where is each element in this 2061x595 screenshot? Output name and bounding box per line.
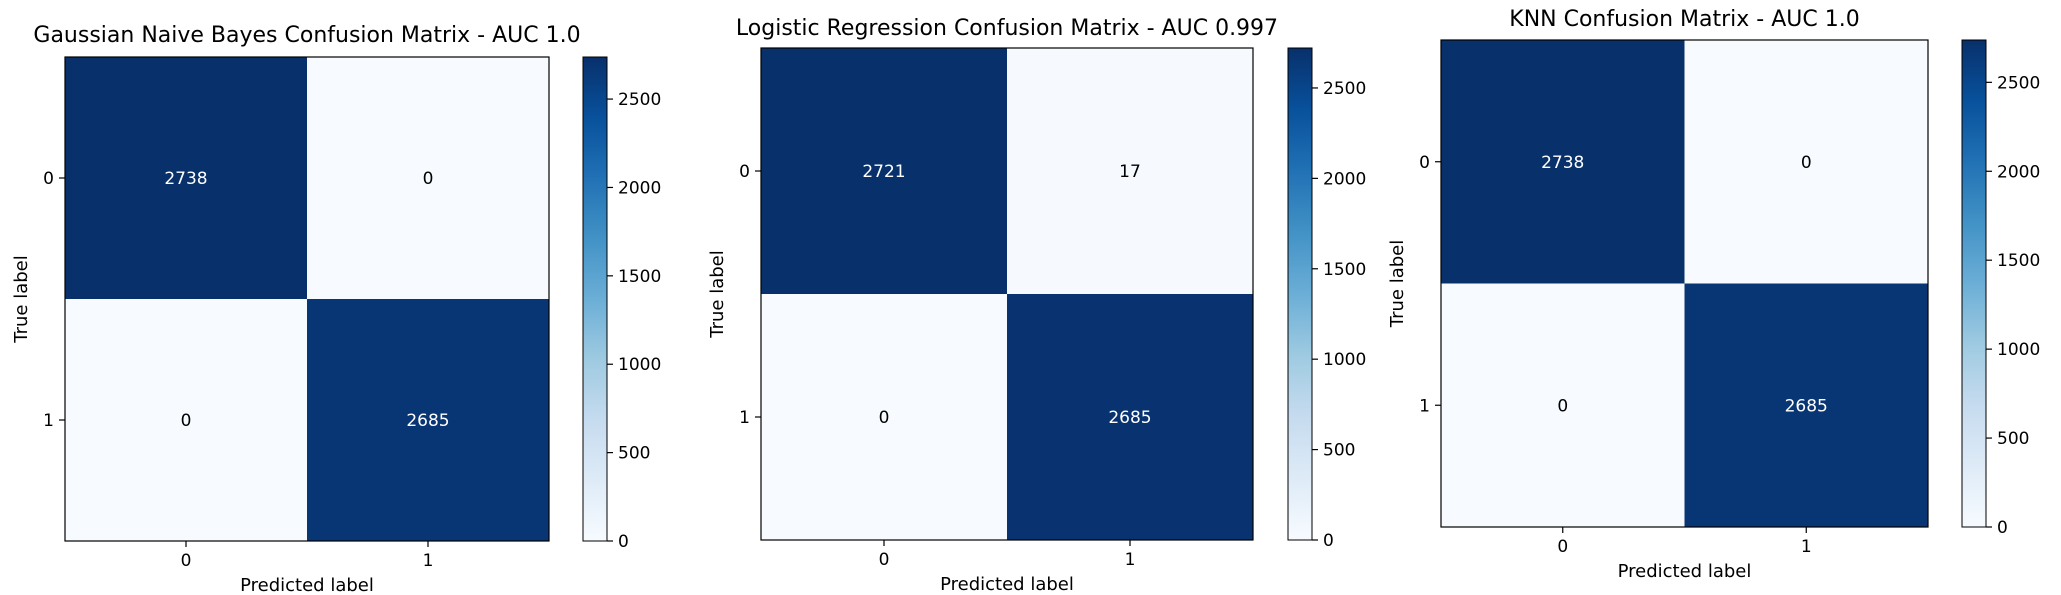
confusion-matrix-panel-1: Gaussian Naive Bayes Confusion Matrix - … xyxy=(11,23,661,595)
x-axis-label: Predicted label xyxy=(940,574,1074,595)
y-axis-label: True label xyxy=(707,250,728,339)
y-axis-label: True label xyxy=(1387,240,1408,329)
colorbar-tick-label: 2500 xyxy=(618,90,661,110)
colorbar-tick-label: 2500 xyxy=(1323,79,1366,99)
y-tick-label: 1 xyxy=(739,408,750,428)
colorbar-tick-label: 1500 xyxy=(1323,260,1366,280)
colorbar xyxy=(582,56,608,542)
colorbar-tick-label: 0 xyxy=(1997,518,2008,538)
colorbar-tick-label: 1500 xyxy=(1997,251,2040,271)
colorbar-tick-label: 500 xyxy=(1997,429,2029,449)
colorbar-tick-label: 2000 xyxy=(1997,162,2040,182)
x-tick-label: 0 xyxy=(879,550,890,570)
confusion-matrix-panel-2: Logistic Regression Confusion Matrix - A… xyxy=(707,16,1366,595)
colorbar-tick-label: 1500 xyxy=(618,267,661,287)
y-tick-label: 1 xyxy=(1419,396,1430,416)
colorbar-tick-label: 0 xyxy=(1323,531,1334,551)
matrix-cell-0-0 xyxy=(761,48,1007,294)
cell-value-label: 0 xyxy=(1557,396,1568,416)
cell-value-label: 2685 xyxy=(1785,396,1828,416)
cell-value-label: 2685 xyxy=(1108,408,1151,428)
colorbar-tick-label: 1000 xyxy=(1997,340,2040,360)
cell-value-label: 2738 xyxy=(1541,153,1584,173)
colorbar xyxy=(1961,39,1987,528)
colorbar-tick-label: 2000 xyxy=(618,178,661,198)
matrix-cell-1-0 xyxy=(1441,283,1685,527)
cell-value-label: 0 xyxy=(181,411,192,431)
plot-frame xyxy=(64,56,550,542)
confusion-matrix-panel-3: KNN Confusion Matrix - AUC 1.0 2738 0 0 2685… xyxy=(1387,7,2040,582)
matrix-cell-1-1 xyxy=(307,299,549,541)
colorbar-tick-label: 1000 xyxy=(618,355,661,375)
chart-title: KNN Confusion Matrix - AUC 1.0 xyxy=(1509,7,1859,32)
x-tick-label: 1 xyxy=(1125,550,1136,570)
x-tick-label: 1 xyxy=(1801,537,1812,557)
plot-frame xyxy=(760,47,1254,541)
cell-value-label: 0 xyxy=(879,408,890,428)
matrix-cell-1-0 xyxy=(65,299,307,541)
cell-value-label: 2738 xyxy=(164,169,207,189)
y-axis-label: True label xyxy=(11,255,32,344)
cell-value-label: 17 xyxy=(1119,162,1141,182)
matrix-cell-1-1 xyxy=(1684,283,1928,527)
y-tick-label: 0 xyxy=(1419,153,1430,173)
y-tick-label: 0 xyxy=(739,162,750,182)
colorbar-tick-label: 2500 xyxy=(1997,73,2040,93)
colorbar-tick-label: 500 xyxy=(618,444,650,464)
matrix-cell-0-1 xyxy=(1684,40,1928,284)
colorbar-tick-label: 1000 xyxy=(1323,350,1366,370)
x-tick-label: 0 xyxy=(1557,537,1568,557)
cell-value-label: 2721 xyxy=(862,162,905,182)
y-tick-label: 0 xyxy=(43,169,54,189)
cell-value-label: 0 xyxy=(423,169,434,189)
colorbar-tick-label: 2000 xyxy=(1323,169,1366,189)
y-tick-label: 1 xyxy=(43,411,54,431)
matrix-cell-0-0 xyxy=(1441,40,1685,284)
colorbar xyxy=(1287,47,1313,541)
x-tick-label: 0 xyxy=(181,551,192,571)
matrix-cell-0-0 xyxy=(65,57,307,299)
x-axis-label: Predicted label xyxy=(1618,561,1752,582)
x-tick-label: 1 xyxy=(423,551,434,571)
colorbar-tick-label: 500 xyxy=(1323,441,1355,461)
x-axis-label: Predicted label xyxy=(240,575,374,595)
matrix-cell-1-1 xyxy=(1007,294,1253,540)
cell-value-label: 2685 xyxy=(406,411,449,431)
matrix-cell-0-1 xyxy=(307,57,549,299)
colorbar-tick-label: 0 xyxy=(618,532,629,552)
matrix-cell-0-1 xyxy=(1007,48,1253,294)
chart-title: Gaussian Naive Bayes Confusion Matrix - … xyxy=(33,23,580,48)
plot-frame xyxy=(1440,39,1929,528)
chart-title: Logistic Regression Confusion Matrix - A… xyxy=(736,16,1278,41)
cell-value-label: 0 xyxy=(1801,153,1812,173)
matrix-cell-1-0 xyxy=(761,294,1007,540)
